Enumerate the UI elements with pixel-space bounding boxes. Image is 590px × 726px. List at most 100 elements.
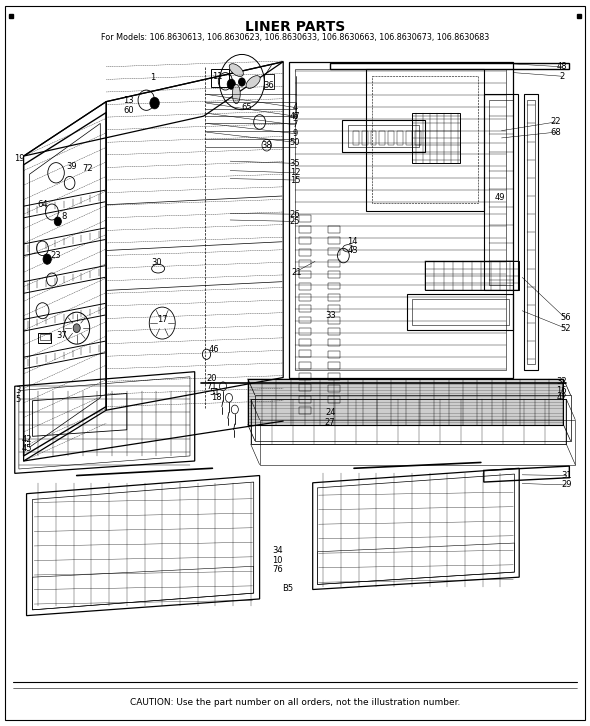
- Text: 33: 33: [325, 311, 336, 320]
- Text: 45: 45: [21, 444, 32, 453]
- Text: 56: 56: [560, 314, 571, 322]
- Text: 21: 21: [291, 268, 301, 277]
- Text: For Models: 106.8630613, 106.8630623, 106.8630633, 106.8630663, 106.8630673, 106: For Models: 106.8630613, 106.8630623, 10…: [101, 33, 489, 42]
- Text: 7: 7: [292, 121, 298, 129]
- Text: 35: 35: [290, 159, 300, 168]
- Text: 47: 47: [290, 112, 300, 121]
- Bar: [40, 334, 50, 340]
- Text: 71: 71: [206, 382, 217, 391]
- Text: 9: 9: [293, 129, 297, 138]
- Bar: [328, 272, 340, 278]
- Ellipse shape: [230, 64, 243, 76]
- Text: 14: 14: [348, 237, 358, 245]
- Text: 20: 20: [206, 375, 217, 383]
- Text: 50: 50: [290, 138, 300, 147]
- Bar: [264, 74, 274, 89]
- Text: 38: 38: [261, 141, 272, 150]
- Circle shape: [54, 217, 61, 226]
- Text: 24: 24: [325, 408, 336, 417]
- Ellipse shape: [246, 76, 260, 89]
- Bar: [406, 131, 412, 145]
- Text: 60: 60: [123, 106, 134, 115]
- Bar: [299, 215, 311, 222]
- Circle shape: [238, 78, 245, 86]
- Ellipse shape: [232, 84, 240, 104]
- Text: 37: 37: [57, 331, 67, 340]
- Text: 42: 42: [556, 393, 567, 402]
- Bar: [328, 396, 340, 403]
- Text: 19: 19: [14, 154, 24, 163]
- Bar: [353, 131, 359, 145]
- Bar: [38, 333, 51, 343]
- Text: 48: 48: [556, 62, 567, 71]
- Bar: [211, 69, 229, 87]
- Bar: [328, 328, 340, 335]
- Bar: [299, 282, 311, 290]
- Bar: [362, 131, 368, 145]
- Bar: [299, 384, 311, 391]
- Text: 51: 51: [209, 388, 219, 396]
- Bar: [328, 362, 340, 369]
- Bar: [299, 351, 311, 357]
- Text: 26: 26: [290, 210, 300, 219]
- Bar: [328, 294, 340, 301]
- Text: 16: 16: [556, 386, 567, 395]
- Bar: [397, 131, 403, 145]
- Bar: [379, 131, 385, 145]
- Text: 32: 32: [556, 377, 567, 386]
- Text: 22: 22: [550, 118, 561, 126]
- Bar: [299, 260, 311, 267]
- Bar: [299, 305, 311, 312]
- Bar: [371, 131, 376, 145]
- Text: 12: 12: [290, 168, 300, 177]
- Text: 34: 34: [272, 546, 283, 555]
- Text: 13: 13: [123, 96, 134, 105]
- Text: 18: 18: [211, 393, 221, 402]
- Text: 64: 64: [37, 200, 48, 209]
- Text: 29: 29: [561, 481, 572, 489]
- Text: 11: 11: [212, 72, 222, 81]
- Text: 65: 65: [241, 103, 252, 112]
- Text: 6: 6: [292, 112, 298, 121]
- Bar: [328, 260, 340, 267]
- Text: 72: 72: [82, 164, 93, 173]
- Text: CAUTION: Use the part number on all orders, not the illustration number.: CAUTION: Use the part number on all orde…: [130, 698, 460, 707]
- Bar: [328, 305, 340, 312]
- Bar: [299, 227, 311, 233]
- Text: 31: 31: [561, 471, 572, 480]
- Text: 25: 25: [290, 217, 300, 226]
- Bar: [328, 248, 340, 256]
- Text: 1: 1: [150, 73, 155, 82]
- Bar: [328, 373, 340, 380]
- Circle shape: [73, 324, 80, 333]
- Bar: [299, 317, 311, 324]
- Bar: [328, 317, 340, 324]
- Text: 36: 36: [263, 81, 274, 90]
- Bar: [299, 396, 311, 402]
- Bar: [415, 131, 421, 145]
- Bar: [299, 272, 311, 278]
- Bar: [328, 282, 340, 290]
- Text: B5: B5: [283, 584, 293, 592]
- Text: 15: 15: [290, 176, 300, 184]
- Bar: [299, 362, 311, 369]
- Text: 17: 17: [157, 315, 168, 324]
- Text: 42: 42: [21, 435, 32, 444]
- Bar: [299, 328, 311, 335]
- Bar: [328, 339, 340, 346]
- Bar: [328, 237, 340, 244]
- Bar: [299, 407, 311, 414]
- Text: 46: 46: [208, 346, 219, 354]
- Text: LINER PARTS: LINER PARTS: [245, 20, 345, 34]
- Text: 3: 3: [15, 386, 21, 395]
- Text: 2: 2: [559, 72, 564, 81]
- Bar: [328, 226, 340, 233]
- Text: 30: 30: [151, 258, 162, 267]
- Text: 43: 43: [348, 246, 358, 255]
- Text: 49: 49: [495, 193, 506, 202]
- Bar: [299, 339, 311, 346]
- Bar: [328, 385, 340, 391]
- Text: 8: 8: [61, 212, 67, 221]
- Text: 4: 4: [293, 103, 297, 112]
- Bar: [328, 351, 340, 358]
